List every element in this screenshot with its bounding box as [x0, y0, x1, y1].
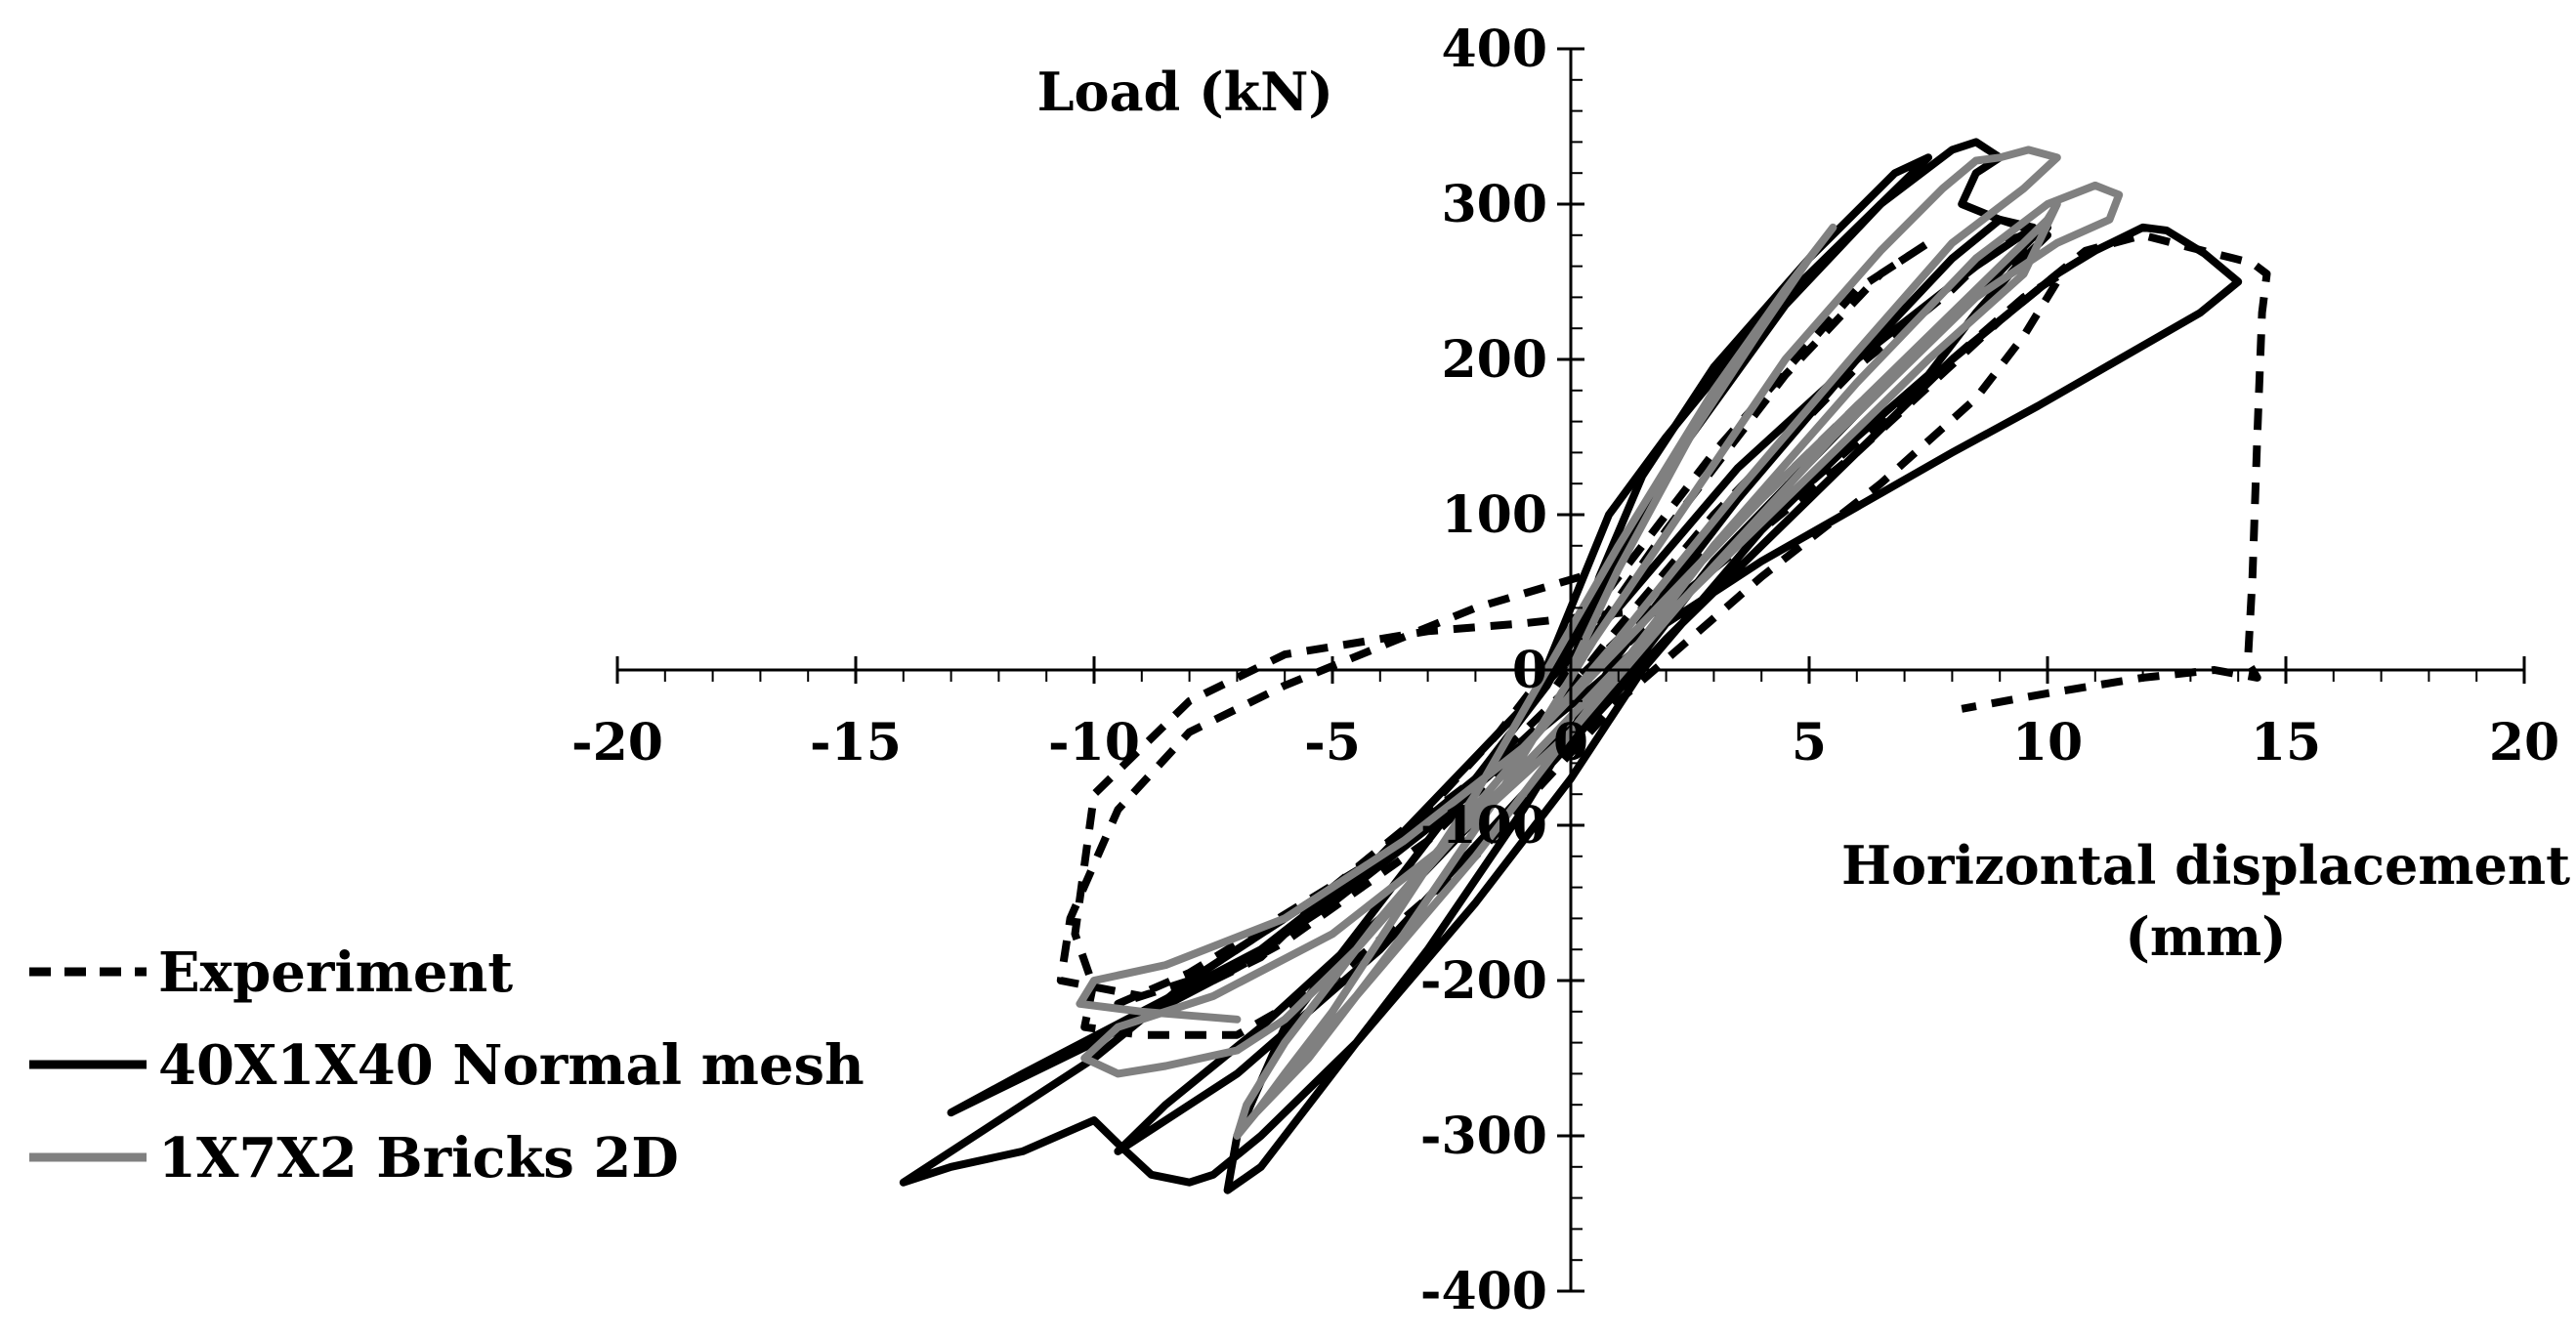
y-tick-label: -100 — [1420, 796, 1547, 856]
series-line-40x1x40-normal-mesh-4 — [947, 138, 2038, 1117]
y-tick-label: 100 — [1441, 485, 1547, 545]
y-tick-label: 0 — [1512, 641, 1547, 700]
x-tick-label: -15 — [810, 713, 902, 773]
x-tick-label: 5 — [1792, 713, 1827, 773]
legend-label: 40X1X40 Normal mesh — [158, 1033, 865, 1098]
y-tick-label: -300 — [1420, 1107, 1547, 1166]
x-tick-label: -20 — [571, 713, 663, 773]
y-tick-label: -400 — [1420, 1262, 1547, 1321]
legend: Experiment 40X1X40 Normal mesh 1X7X2 Brick… — [29, 941, 865, 1191]
x-tick-label: 20 — [2489, 713, 2559, 773]
x-axis-title-line2: (mm) — [2125, 905, 2286, 968]
labels-layer: Load (kN) Horizontal displacement (mm) -… — [571, 20, 2570, 1321]
x-tick-label: -5 — [1304, 713, 1361, 773]
x-tick-label: -10 — [1048, 713, 1140, 773]
x-tick-label: 10 — [2012, 713, 2083, 773]
series-layer — [899, 138, 2271, 1194]
series-line-experiment-0 — [1114, 223, 2271, 1008]
legend-label: 1X7X2 Bricks 2D — [158, 1126, 679, 1191]
y-tick-label: 400 — [1441, 20, 1547, 79]
axes-layer — [615, 47, 2526, 1293]
y-axis-title: Load (kN) — [1037, 61, 1333, 123]
y-tick-label: 200 — [1441, 330, 1547, 390]
x-tick-label: 0 — [1553, 713, 1588, 773]
legend-label: Experiment — [158, 941, 513, 1005]
series-line-1x7x2-bricks-2d-5 — [1076, 146, 2124, 1140]
y-tick-label: -200 — [1420, 951, 1547, 1011]
y-tick-label: 300 — [1441, 175, 1547, 234]
series-line-40x1x40-normal-mesh-3 — [899, 153, 2243, 1194]
x-tick-label: 15 — [2251, 713, 2321, 773]
series-line-experiment-2 — [1056, 572, 1582, 1000]
x-axis-title-line1: Horizontal displacement — [1841, 834, 2570, 897]
